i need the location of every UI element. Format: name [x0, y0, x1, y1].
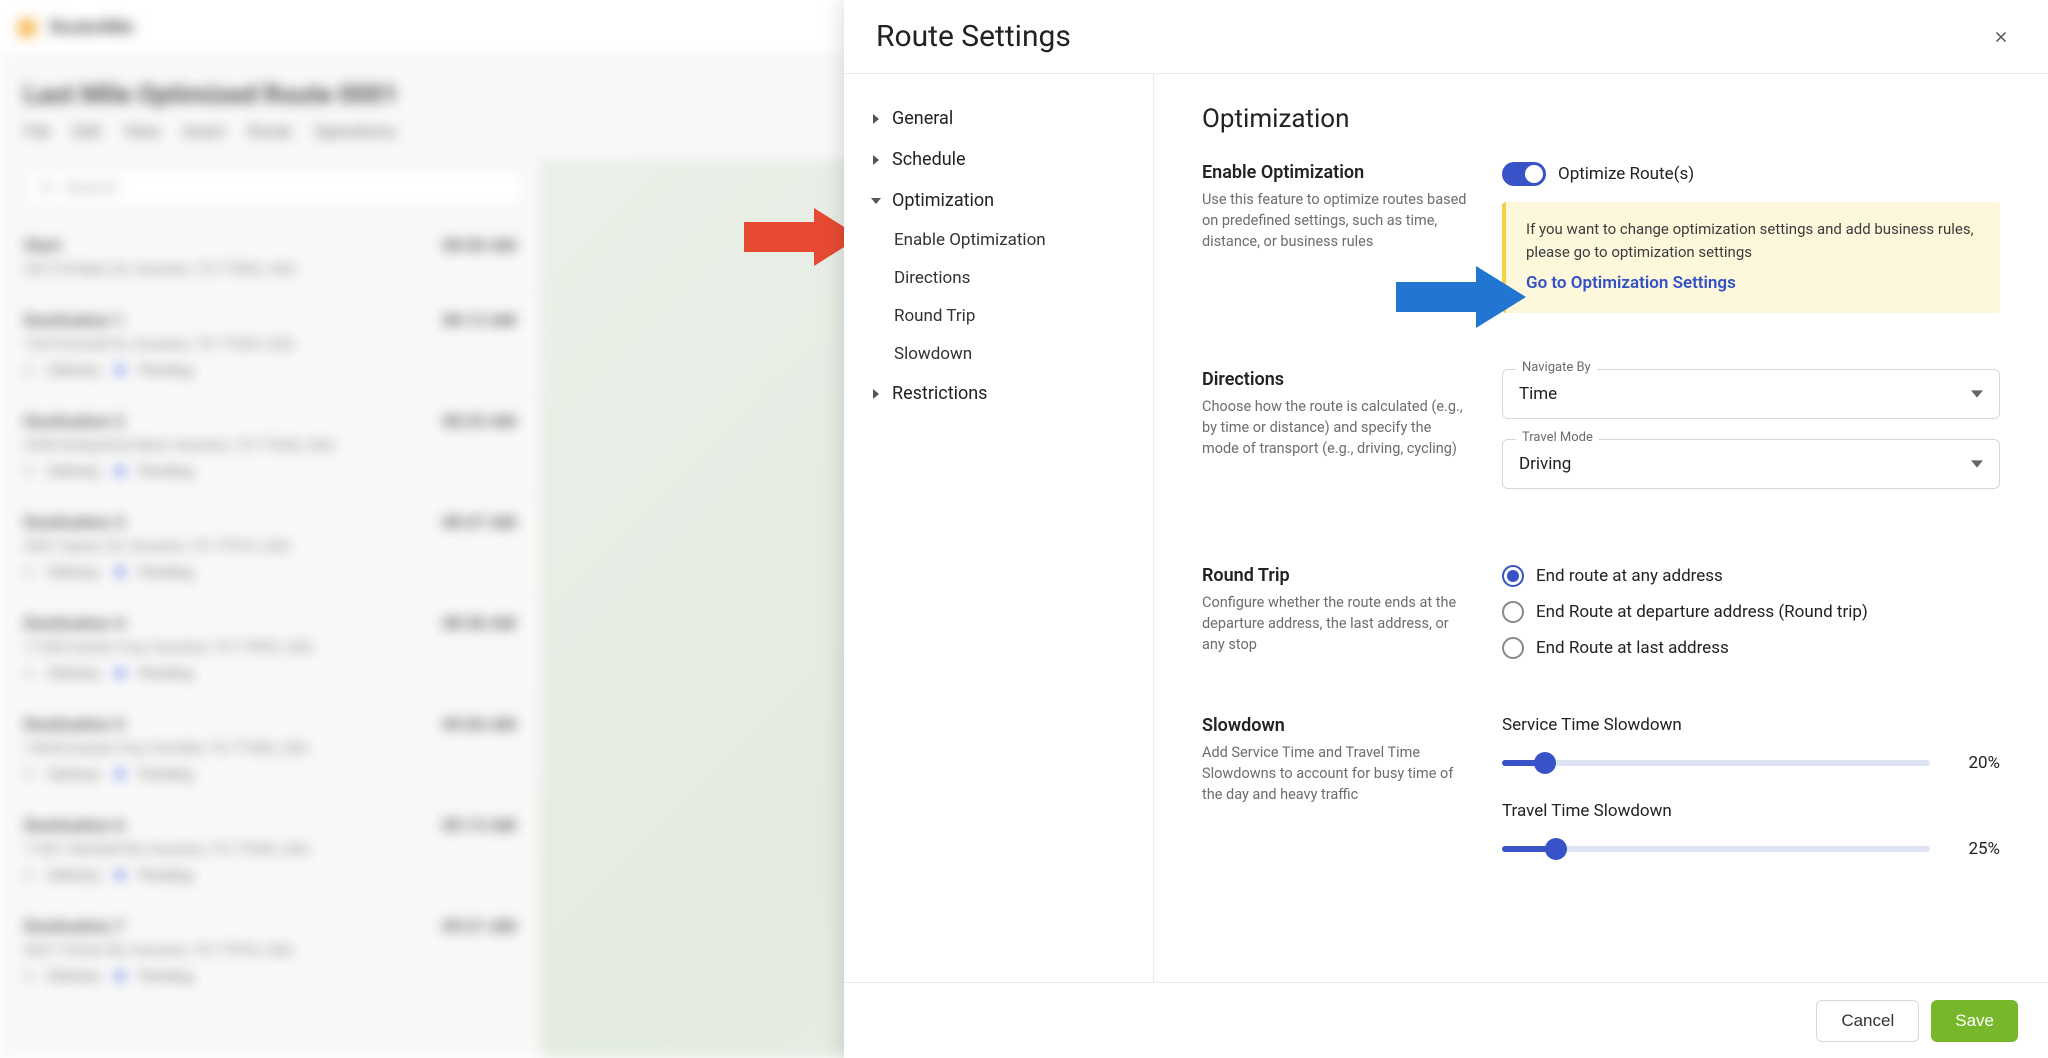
- section-desc: Add Service Time and Travel Time Slowdow…: [1202, 742, 1470, 805]
- chevron-down-icon: [870, 195, 882, 207]
- slider-value: 20%: [1950, 753, 2000, 773]
- field-label: Travel Mode: [1516, 430, 1599, 445]
- close-button[interactable]: [1986, 22, 2016, 52]
- slider-thumb[interactable]: [1545, 838, 1567, 860]
- radio-end-any-address[interactable]: End route at any address: [1502, 565, 2000, 587]
- nav-label: Schedule: [892, 149, 966, 170]
- radio-label: End Route at last address: [1536, 638, 1729, 658]
- field-label: Navigate By: [1516, 360, 1597, 375]
- radio-icon: [1502, 637, 1524, 659]
- pane-title: Optimization: [1202, 104, 2000, 134]
- slider-thumb[interactable]: [1534, 752, 1556, 774]
- radio-label: End Route at departure address (Round tr…: [1536, 602, 1868, 622]
- nav-label: General: [892, 108, 953, 129]
- section-desc: Choose how the route is calculated (e.g.…: [1202, 396, 1470, 459]
- slider-label: Service Time Slowdown: [1502, 715, 2000, 735]
- travel-time-slider[interactable]: [1502, 846, 1930, 852]
- optimization-info-box: If you want to change optimization setti…: [1502, 202, 2000, 313]
- radio-end-departure-address[interactable]: End Route at departure address (Round tr…: [1502, 601, 2000, 623]
- service-time-slider[interactable]: [1502, 760, 1930, 766]
- section-label: Slowdown: [1202, 715, 1470, 736]
- radio-label: End route at any address: [1536, 566, 1723, 586]
- optimize-routes-toggle[interactable]: [1502, 162, 1546, 186]
- modal-footer: Cancel Save: [844, 982, 2048, 1058]
- select-value: Time: [1519, 384, 1557, 404]
- section-enable-optimization: Enable Optimization Use this feature to …: [1202, 162, 2000, 313]
- route-settings-modal: Route Settings General Schedule Optimiza…: [844, 0, 2048, 1058]
- section-label: Enable Optimization: [1202, 162, 1470, 183]
- navigate-by-select[interactable]: Time: [1502, 369, 2000, 419]
- chevron-right-icon: [870, 388, 882, 400]
- select-value: Driving: [1519, 454, 1571, 474]
- settings-sidenav: General Schedule Optimization Enable Opt…: [844, 74, 1154, 982]
- section-slowdown: Slowdown Add Service Time and Travel Tim…: [1202, 715, 2000, 887]
- radio-icon: [1502, 565, 1524, 587]
- section-desc: Configure whether the route ends at the …: [1202, 592, 1470, 655]
- nav-sub-directions[interactable]: Directions: [894, 259, 1127, 297]
- section-round-trip: Round Trip Configure whether the route e…: [1202, 565, 2000, 659]
- save-button[interactable]: Save: [1931, 1000, 2018, 1042]
- nav-sub-slowdown[interactable]: Slowdown: [894, 335, 1127, 373]
- section-desc: Use this feature to optimize routes base…: [1202, 189, 1470, 252]
- nav-restrictions[interactable]: Restrictions: [870, 373, 1127, 414]
- nav-optimization[interactable]: Optimization: [870, 180, 1127, 221]
- radio-icon: [1502, 601, 1524, 623]
- nav-label: Optimization: [892, 190, 994, 211]
- go-to-optimization-settings-link[interactable]: Go to Optimization Settings: [1526, 271, 1736, 297]
- slider-value: 25%: [1950, 839, 2000, 859]
- travel-mode-select[interactable]: Driving: [1502, 439, 2000, 489]
- toggle-label: Optimize Route(s): [1558, 164, 1694, 184]
- section-label: Directions: [1202, 369, 1470, 390]
- nav-schedule[interactable]: Schedule: [870, 139, 1127, 180]
- modal-title: Route Settings: [876, 19, 1071, 54]
- chevron-right-icon: [870, 113, 882, 125]
- settings-content: Optimization Enable Optimization Use thi…: [1154, 74, 2048, 982]
- chevron-right-icon: [870, 154, 882, 166]
- section-directions: Directions Choose how the route is calcu…: [1202, 369, 2000, 509]
- nav-sub-round-trip[interactable]: Round Trip: [894, 297, 1127, 335]
- modal-header: Route Settings: [844, 0, 2048, 74]
- info-text: If you want to change optimization setti…: [1526, 218, 1980, 263]
- nav-general[interactable]: General: [870, 98, 1127, 139]
- nav-sub-enable-optimization[interactable]: Enable Optimization: [894, 221, 1127, 259]
- slider-label: Travel Time Slowdown: [1502, 801, 2000, 821]
- section-label: Round Trip: [1202, 565, 1470, 586]
- close-icon: [1992, 28, 2010, 46]
- chevron-down-icon: [1971, 458, 1983, 470]
- chevron-down-icon: [1971, 388, 1983, 400]
- radio-end-last-address[interactable]: End Route at last address: [1502, 637, 2000, 659]
- nav-label: Restrictions: [892, 383, 987, 404]
- cancel-button[interactable]: Cancel: [1816, 1000, 1919, 1042]
